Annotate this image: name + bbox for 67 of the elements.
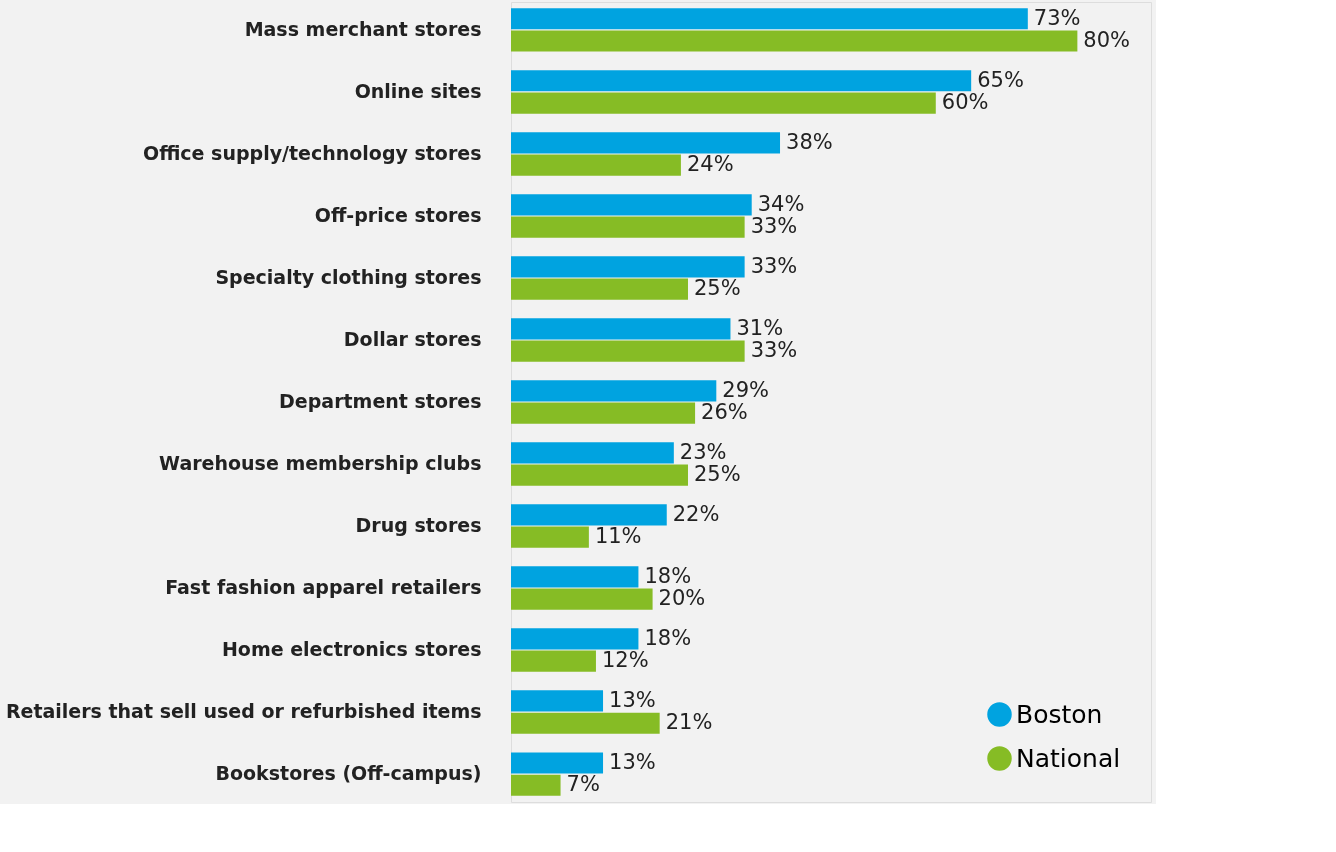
data-label: 31% bbox=[736, 315, 784, 340]
y-tick-label: Dollar stores bbox=[343, 327, 482, 350]
y-tick-label: Online sites bbox=[354, 79, 482, 102]
y-tick-label: Retailers that sell used or refurbished items bbox=[5, 700, 482, 723]
data-label: 33% bbox=[750, 338, 798, 363]
y-tick-label: Home electronics stores bbox=[221, 638, 482, 661]
bar bbox=[511, 256, 745, 278]
bar bbox=[511, 774, 561, 796]
data-label: 29% bbox=[722, 377, 769, 402]
y-tick-label: Bookstores (Off-campus) bbox=[215, 762, 482, 785]
bar bbox=[511, 442, 674, 464]
bar bbox=[511, 690, 604, 712]
data-label: 23% bbox=[679, 439, 727, 464]
bar bbox=[511, 132, 781, 154]
data-label: 38% bbox=[786, 129, 833, 154]
data-label: 20% bbox=[658, 586, 706, 611]
bar bbox=[511, 464, 688, 486]
data-label: 21% bbox=[665, 710, 713, 735]
data-label: 13% bbox=[609, 687, 656, 712]
bar bbox=[511, 216, 745, 238]
data-label: 24% bbox=[686, 152, 734, 177]
bar bbox=[511, 588, 653, 610]
data-label: 12% bbox=[601, 648, 649, 673]
bar bbox=[511, 8, 1028, 30]
bar bbox=[511, 154, 681, 176]
bar bbox=[511, 92, 936, 114]
y-tick-label: Warehouse membership clubs bbox=[159, 452, 482, 475]
bar bbox=[511, 70, 972, 92]
bar bbox=[511, 712, 660, 734]
data-label: 18% bbox=[644, 625, 692, 650]
data-label: 11% bbox=[594, 524, 642, 549]
data-label: 60% bbox=[941, 90, 989, 115]
data-label: 25% bbox=[693, 276, 741, 301]
legend-label: National bbox=[1016, 743, 1121, 773]
data-label: 18% bbox=[644, 563, 692, 588]
bar bbox=[511, 752, 604, 774]
bar bbox=[511, 526, 589, 548]
bar bbox=[511, 340, 745, 362]
y-tick-label: Fast fashion apparel retailers bbox=[165, 576, 482, 599]
y-tick-label: Department stores bbox=[279, 390, 482, 412]
y-tick-label: Mass merchant stores bbox=[244, 17, 482, 40]
legend-label: Boston bbox=[1016, 699, 1103, 729]
bar bbox=[511, 194, 752, 216]
data-label: 80% bbox=[1083, 28, 1131, 53]
data-label: 34% bbox=[757, 191, 805, 216]
data-label: 13% bbox=[609, 749, 656, 774]
y-tick-label: Office supply/technology stores bbox=[143, 141, 482, 164]
data-label: 22% bbox=[672, 501, 720, 526]
bar bbox=[511, 504, 667, 526]
y-tick-label: Drug stores bbox=[355, 514, 482, 537]
bar bbox=[511, 650, 596, 672]
bar bbox=[511, 380, 717, 402]
data-label: 65% bbox=[977, 67, 1024, 92]
data-label: 26% bbox=[701, 400, 748, 425]
bar bbox=[511, 628, 639, 650]
data-label: 73% bbox=[1033, 5, 1081, 30]
y-tick-label: Specialty clothing stores bbox=[215, 265, 482, 288]
bar bbox=[511, 30, 1078, 52]
data-label: 25% bbox=[693, 462, 741, 487]
bar bbox=[511, 566, 639, 588]
data-label: 33% bbox=[750, 214, 798, 239]
data-label: 33% bbox=[750, 253, 798, 278]
bar bbox=[511, 278, 688, 300]
y-tick-label: Off-price stores bbox=[314, 203, 482, 226]
bar bbox=[511, 402, 696, 424]
bar bbox=[511, 318, 731, 340]
data-label: 7% bbox=[566, 772, 600, 797]
